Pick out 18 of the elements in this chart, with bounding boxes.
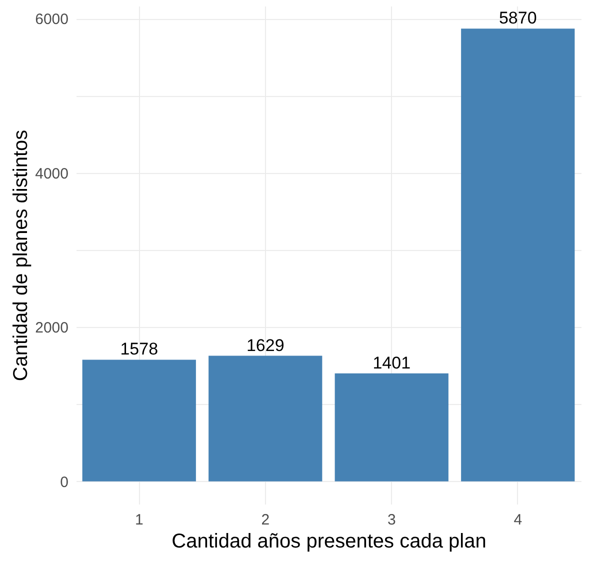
bar bbox=[461, 28, 575, 482]
data-label: 5870 bbox=[498, 8, 537, 28]
x-tick-label: 4 bbox=[514, 512, 522, 528]
data-label: 1401 bbox=[372, 353, 411, 372]
y-tick-label: 6000 bbox=[35, 11, 68, 28]
y-tick-label: 0 bbox=[60, 474, 68, 491]
data-label: 1578 bbox=[120, 340, 158, 359]
y-tick-label: 2000 bbox=[35, 320, 68, 337]
x-axis-title: Cantidad años presentes cada plan bbox=[172, 530, 486, 552]
bar bbox=[82, 360, 196, 482]
bar bbox=[208, 356, 322, 482]
y-axis-title: Cantidad de planes distintos bbox=[10, 130, 32, 382]
data-label: 1629 bbox=[246, 336, 284, 355]
bar bbox=[334, 373, 448, 482]
x-tick-label: 3 bbox=[387, 512, 396, 528]
x-tick-label: 1 bbox=[134, 512, 144, 528]
x-tick-label: 2 bbox=[261, 512, 270, 528]
y-tick-label: 4000 bbox=[35, 165, 68, 182]
